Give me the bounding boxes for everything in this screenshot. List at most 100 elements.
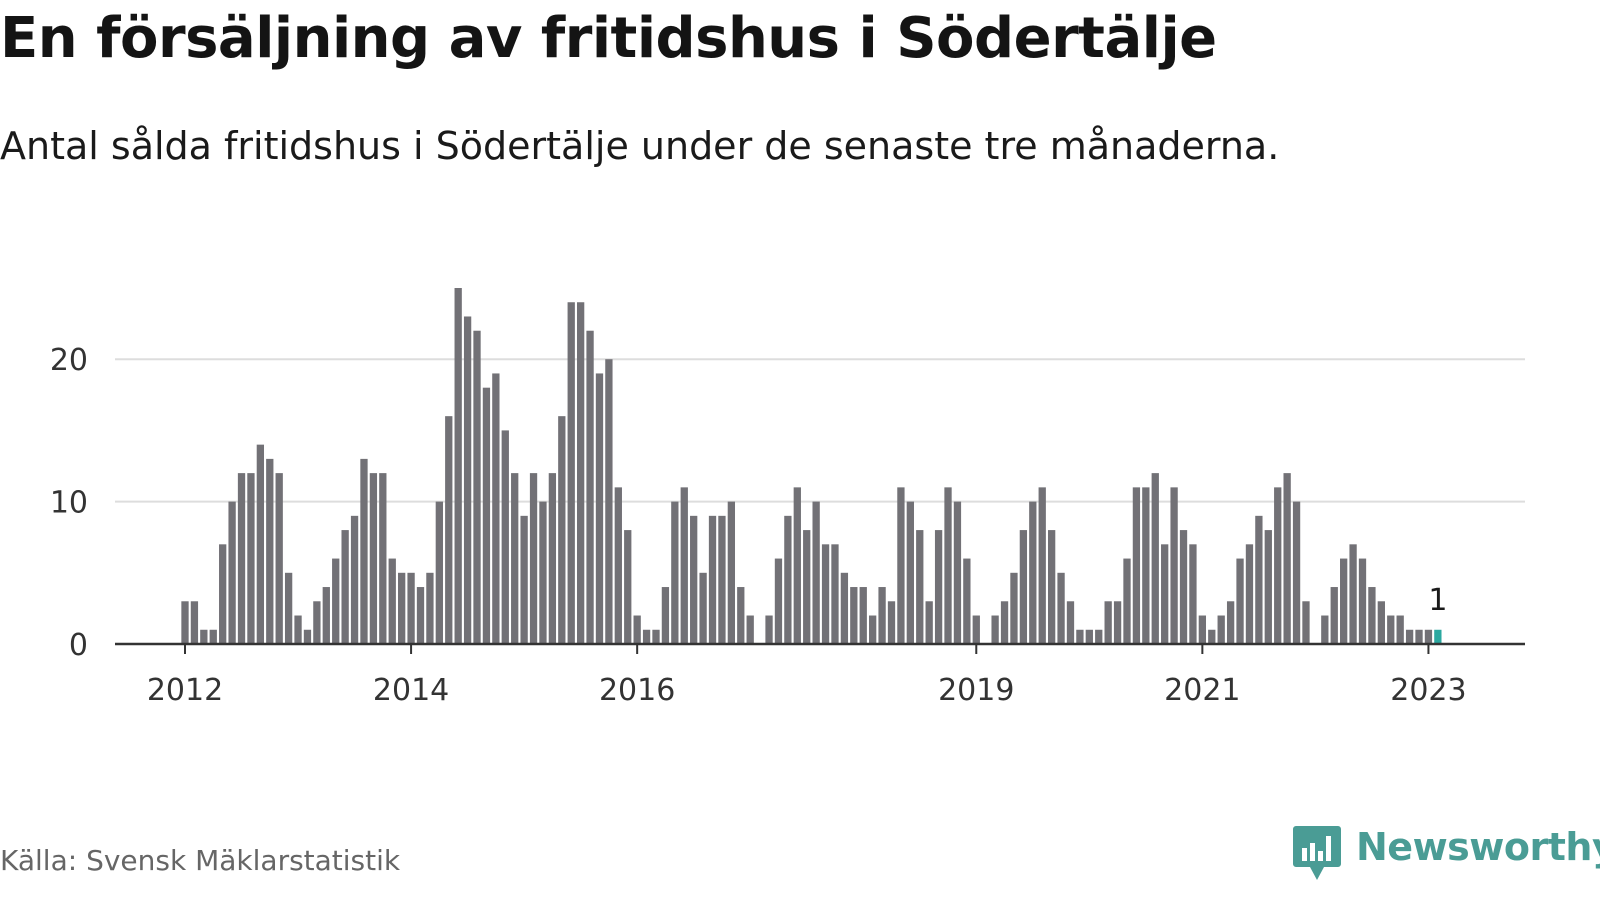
bar: [1396, 615, 1404, 644]
bar: [247, 473, 255, 644]
bar: [275, 473, 283, 644]
bar: [1377, 601, 1385, 644]
bar: [322, 587, 330, 644]
bar: [284, 572, 293, 644]
chart-subtitle: Antal sålda fritidshus i Södertälje unde…: [0, 124, 1280, 168]
bar: [1330, 587, 1338, 644]
bar: [652, 629, 660, 644]
bar: [690, 515, 698, 644]
bars: [181, 288, 1442, 644]
source-credit: Källa: Svensk Mäklarstatistik: [0, 844, 401, 877]
bar: [1029, 501, 1037, 644]
x-tick-label: 2021: [1164, 673, 1240, 708]
logo-wordmark: Newsworthy: [1356, 825, 1600, 869]
bar: [793, 487, 801, 644]
bar: [558, 416, 566, 644]
bar: [454, 288, 462, 644]
bar: [1076, 629, 1084, 644]
bar: [426, 572, 434, 644]
bar: [332, 558, 340, 644]
bar: [1349, 544, 1357, 644]
bar: [520, 515, 528, 644]
bar: [463, 316, 472, 644]
bar: [1302, 601, 1310, 644]
bar: [1245, 544, 1254, 644]
y-tick-label: 10: [50, 486, 88, 521]
x-axis: [115, 642, 1525, 654]
bar: [859, 587, 867, 644]
bar: [501, 430, 509, 644]
bar: [190, 601, 199, 644]
bar: [991, 615, 999, 644]
bar: [1405, 629, 1414, 644]
bar: [680, 487, 688, 644]
bar: [294, 615, 302, 644]
bar: [1095, 629, 1103, 644]
bar: [916, 530, 924, 644]
x-tick-label: 2014: [373, 673, 449, 708]
bar: [1264, 530, 1272, 644]
bar: [1255, 515, 1263, 644]
bar: [209, 629, 217, 644]
bar: [595, 373, 604, 644]
y-tick-label: 0: [69, 628, 88, 663]
bar: [492, 373, 500, 644]
bar: [1358, 558, 1367, 644]
bar: [737, 587, 745, 644]
bar: [812, 501, 820, 644]
bar: [445, 416, 453, 644]
bar: [699, 572, 707, 644]
bar: [237, 473, 246, 644]
bar: [1000, 601, 1009, 644]
bar: [1151, 473, 1159, 644]
bar: [313, 601, 321, 644]
bar: [388, 558, 396, 644]
labels: 0 10 20 2012 2014 2016 2019 2021 2023 1: [50, 343, 1467, 708]
bar: [407, 572, 415, 644]
bar: [435, 501, 443, 644]
bar: [511, 473, 519, 644]
bar: [633, 615, 641, 644]
bar: [256, 444, 265, 644]
bar: [624, 530, 632, 644]
bar: [398, 572, 406, 644]
bar: [266, 458, 274, 644]
bar: [482, 387, 491, 644]
bar: [972, 615, 980, 644]
bar: [1368, 587, 1376, 644]
bar: [1161, 544, 1169, 644]
bar: [369, 473, 378, 644]
bar: [671, 501, 679, 644]
bar: [416, 587, 425, 644]
newsworthy-logo: Newsworthy: [1292, 824, 1600, 884]
bar: [1387, 615, 1395, 644]
bar: [821, 544, 830, 644]
bar: [1104, 601, 1112, 644]
last-value-label: 1: [1428, 583, 1447, 618]
bar: [1170, 487, 1178, 644]
bar: [539, 501, 547, 644]
bar: [765, 615, 773, 644]
bar: [934, 530, 943, 644]
bar: [1226, 601, 1235, 644]
x-tick-label: 2019: [938, 673, 1014, 708]
bar: [1198, 615, 1207, 644]
bar: [661, 587, 670, 644]
bar: [576, 302, 585, 644]
x-tick-label: 2016: [599, 673, 675, 708]
bar: [869, 615, 877, 644]
bar: [1236, 558, 1244, 644]
bar: [1340, 558, 1348, 644]
bar: [727, 501, 736, 644]
bar: [1274, 487, 1282, 644]
newsworthy-chart-bubble-icon: [1293, 826, 1341, 880]
bar: [831, 544, 839, 644]
bar: [548, 473, 557, 644]
bar: [718, 515, 726, 644]
bar: [614, 487, 622, 644]
bar: [963, 558, 971, 644]
bar: [1085, 629, 1093, 644]
bar: [1066, 601, 1075, 644]
bar: [605, 359, 613, 644]
